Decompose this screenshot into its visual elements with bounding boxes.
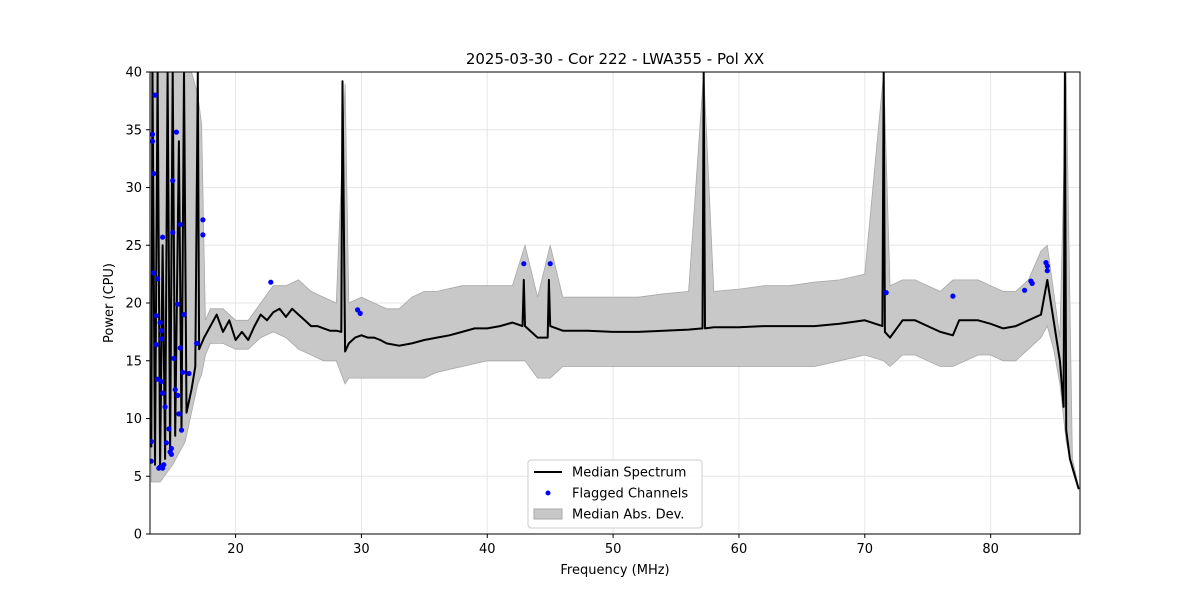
flagged-channel-point (268, 279, 274, 285)
flagged-channel-point (521, 261, 527, 267)
flagged-channel-point (186, 370, 192, 377)
y-tick-label: 40 (125, 66, 142, 81)
flagged-channel-point (155, 276, 161, 282)
flagged-channel-point (163, 440, 169, 446)
flagged-channel-point (151, 270, 157, 276)
y-axis-ticks: 0 5 10 15 20 25 30 35 40 (125, 66, 150, 543)
flagged-channel-point (160, 390, 166, 396)
flagged-channel-point (171, 355, 177, 361)
flagged-channel-point (178, 427, 185, 433)
flagged-channel-point (172, 387, 178, 393)
flagged-channel-point (170, 229, 176, 236)
flagged-channel-point (170, 178, 176, 184)
chart-title: 2025-03-30 - Cor 222 - LWA355 - Pol XX (466, 50, 764, 68)
flagged-channel-point (162, 404, 168, 410)
mad-band-layer (150, 72, 1080, 491)
flagged-channel-point (150, 458, 154, 464)
flagged-channel-point (151, 171, 157, 177)
legend-label-flagged-channels: Flagged Channels (572, 487, 688, 502)
flagged-channel-point (176, 411, 182, 417)
median-spectrum-line (150, 72, 1080, 490)
y-tick-label: 25 (125, 239, 142, 254)
flagged-channel-point (168, 451, 174, 457)
flagged-channel-point (158, 336, 164, 342)
flagged-channel-point (155, 376, 161, 382)
flagged-channel-point (194, 340, 200, 346)
flagged-channel-point (200, 217, 206, 223)
legend-label-median-abs-dev: Median Abs. Dev. (572, 508, 684, 523)
flagged-channel-point (150, 131, 156, 137)
flagged-channel-point (1022, 287, 1028, 293)
flagged-channel-point (200, 232, 206, 238)
y-axis-label: Power (CPU) (102, 263, 117, 343)
flagged-channel-point (177, 345, 183, 351)
legend-swatch-median-abs-dev (533, 508, 563, 520)
flagged-channel-point (158, 378, 164, 385)
legend-swatch-flagged-channels (545, 490, 551, 496)
y-tick-label: 15 (125, 354, 142, 369)
flagged-channel-point (547, 261, 553, 267)
flagged-channel-point (357, 310, 363, 316)
flagged-channel-point (1029, 280, 1035, 286)
flagged-channel-point (173, 129, 179, 135)
flagged-channel-point (161, 462, 167, 468)
x-tick-label: 30 (353, 542, 370, 557)
flagged-channel-point (1044, 268, 1050, 274)
x-tick-label: 60 (731, 542, 748, 557)
x-tick-label: 80 (982, 542, 999, 557)
y-tick-label: 10 (125, 412, 142, 427)
flagged-channel-point (158, 328, 164, 334)
flagged-channel-point (166, 426, 172, 432)
flagged-channel-point (175, 392, 181, 398)
x-tick-label: 20 (227, 542, 244, 557)
x-tick-label: 50 (605, 542, 622, 557)
flagged-channel-point (153, 313, 159, 319)
flagged-channel-point (177, 221, 183, 228)
flagged-channel-point (150, 439, 154, 445)
flagged-channel-point (950, 293, 956, 299)
x-axis-label: Frequency (MHz) (560, 563, 669, 578)
flagged-channel-point (883, 290, 889, 296)
flagged-channel-point (175, 301, 181, 307)
y-tick-label: 20 (125, 297, 142, 312)
flagged-channel-point (157, 320, 163, 326)
x-tick-label: 70 (857, 542, 874, 557)
flagged-channel-point (180, 369, 186, 375)
flagged-channel-point (150, 138, 156, 144)
flagged-channel-point (160, 234, 166, 240)
flagged-channel-point (152, 92, 158, 98)
flagged-channel-point (168, 445, 174, 452)
y-tick-label: 0 (134, 528, 142, 543)
x-tick-label: 40 (479, 542, 496, 557)
legend: Median Spectrum Flagged Channels Median … (527, 459, 703, 529)
y-tick-label: 5 (134, 470, 142, 485)
flagged-points-layer (150, 92, 1050, 471)
y-tick-label: 30 (125, 181, 142, 196)
median-line-layer (150, 72, 1080, 490)
legend-box (527, 459, 703, 529)
flagged-channel-point (1044, 263, 1050, 269)
mad-band (150, 72, 1080, 491)
flagged-channel-point (153, 342, 159, 348)
flagged-channel-point (181, 312, 187, 318)
y-tick-label: 35 (125, 123, 142, 138)
x-axis-ticks: 20 30 40 50 60 70 80 (227, 534, 999, 557)
legend-label-median-spectrum: Median Spectrum (572, 466, 686, 481)
